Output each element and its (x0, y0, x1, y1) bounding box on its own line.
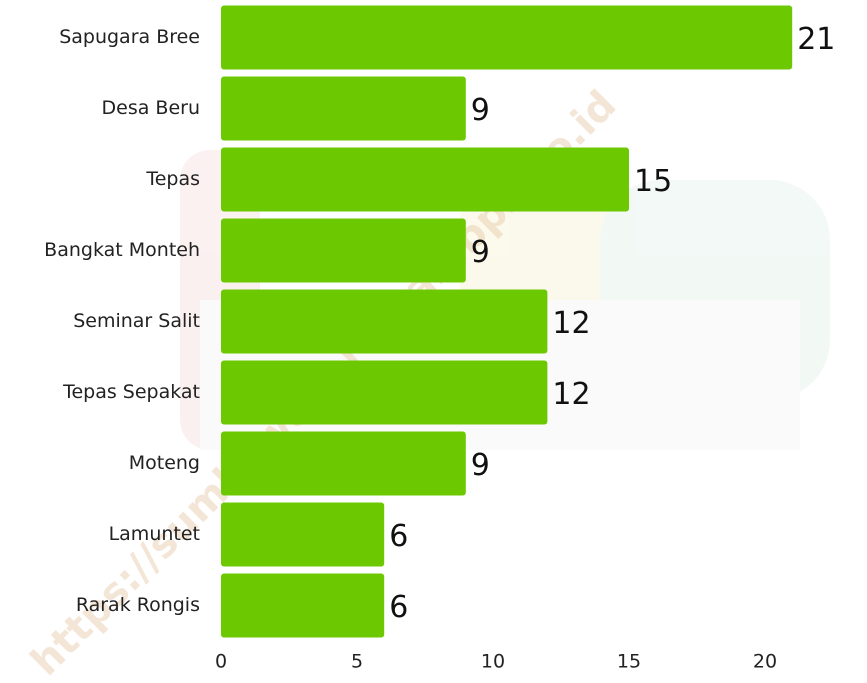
value-label: 12 (552, 306, 590, 341)
y-tick-label: Desa Beru (102, 97, 200, 119)
bar (221, 290, 547, 354)
y-tick-label: Tepas (145, 168, 200, 190)
value-label: 21 (797, 22, 835, 57)
bar (221, 574, 384, 638)
y-tick-label: Bangkat Monteh (44, 239, 200, 261)
y-tick-label: Moteng (129, 452, 200, 474)
value-label: 6 (389, 590, 408, 625)
value-label: 15 (634, 164, 672, 199)
x-tick-label: 5 (351, 651, 363, 673)
x-tick-label: 20 (753, 651, 777, 673)
bar (221, 148, 629, 212)
y-tick-label: Seminar Salit (73, 310, 200, 332)
x-tick-label: 15 (617, 651, 641, 673)
bar (221, 219, 466, 283)
value-label: 6 (389, 519, 408, 554)
x-tick-label: 0 (215, 651, 227, 673)
bar (221, 503, 384, 567)
value-label: 12 (552, 377, 590, 412)
x-tick-label: 10 (481, 651, 505, 673)
y-tick-label: Lamuntet (109, 523, 200, 545)
y-tick-label: Tepas Sepakat (62, 381, 200, 403)
bar (221, 77, 466, 141)
bar (221, 6, 792, 70)
bar (221, 432, 466, 496)
value-label: 9 (471, 235, 490, 270)
y-tick-label: Sapugara Bree (59, 26, 200, 48)
chart: https://sumbawabaratkab.bps.go.id 051015… (0, 0, 867, 683)
y-tick-label: Rarak Rongis (76, 594, 200, 616)
value-label: 9 (471, 93, 490, 128)
bar (221, 361, 547, 425)
value-label: 9 (471, 448, 490, 483)
